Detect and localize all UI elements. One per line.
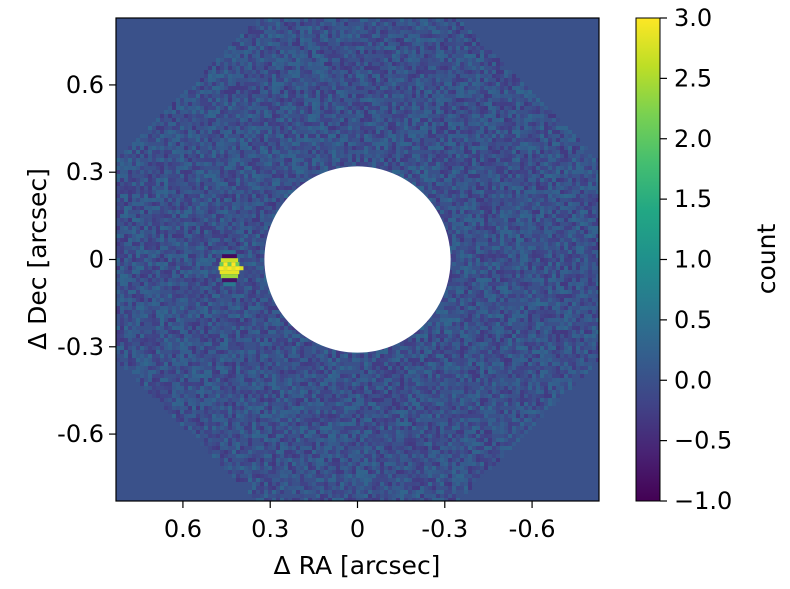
colorbar bbox=[635, 17, 661, 502]
colorbar-tick-label: 2.0 bbox=[674, 125, 712, 153]
source-blob-0 bbox=[218, 250, 244, 287]
colorbar-tick-label: 0.5 bbox=[674, 306, 712, 334]
x-tick-label: -0.6 bbox=[509, 515, 556, 543]
colorbar-axis: 3.0 2.5 2.0 1.5 1.0 0.5 0.0 −0.5 −1.0 bbox=[660, 4, 732, 515]
y-tick-label: 0.3 bbox=[66, 158, 104, 186]
x-axis: 0.6 0.3 0 -0.3 -0.6 bbox=[164, 501, 556, 543]
colorbar-title: count bbox=[752, 224, 781, 295]
colorbar-tick-label: 0.0 bbox=[674, 366, 712, 394]
colorbar-tick-label: 1.0 bbox=[674, 246, 712, 274]
x-tick-label: 0.3 bbox=[251, 515, 289, 543]
x-tick-label: 0 bbox=[350, 515, 365, 543]
y-tick-label: -0.6 bbox=[57, 420, 104, 448]
image-plane bbox=[116, 18, 599, 501]
colorbar-tick-label: −1.0 bbox=[674, 487, 732, 515]
coronagraph-mask bbox=[264, 166, 451, 353]
x-tick-label: 0.6 bbox=[164, 515, 202, 543]
x-tick-label: -0.3 bbox=[421, 515, 468, 543]
y-axis-title: Δ Dec [arcsec] bbox=[23, 168, 52, 350]
colorbar-tick-label: 3.0 bbox=[674, 4, 712, 32]
y-axis: 0.6 0.3 0 -0.3 -0.6 bbox=[57, 71, 116, 448]
y-tick-label: -0.3 bbox=[57, 333, 104, 361]
colorbar-tick-label: −0.5 bbox=[674, 427, 732, 455]
noise-texture bbox=[116, 18, 599, 501]
y-tick-label: 0 bbox=[89, 246, 104, 274]
colorbar-tick-label: 1.5 bbox=[674, 185, 712, 213]
x-axis-title: Δ RA [arcsec] bbox=[274, 551, 441, 580]
y-tick-label: 0.6 bbox=[66, 71, 104, 99]
colorbar-tick-label: 2.5 bbox=[674, 64, 712, 92]
